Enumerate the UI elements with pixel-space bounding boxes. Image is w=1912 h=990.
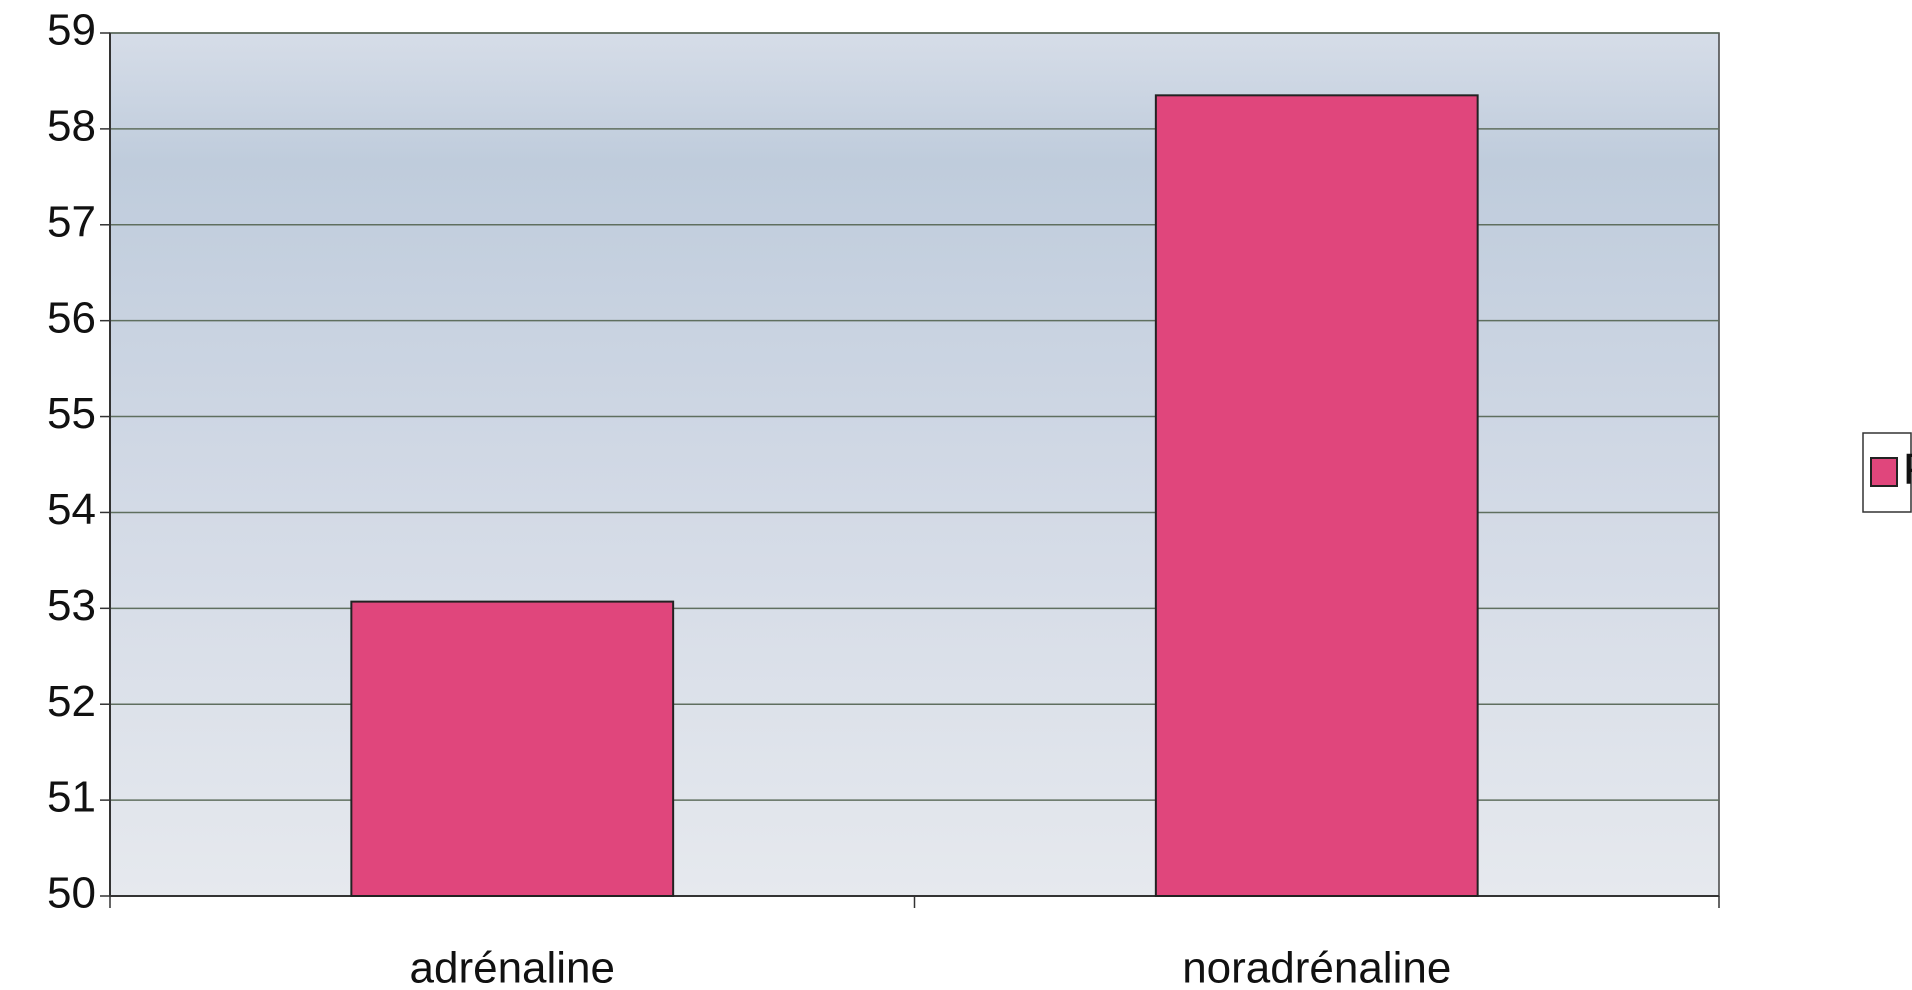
- legend-label: PAM: [1903, 445, 1912, 494]
- legend-swatch: [1870, 457, 1898, 487]
- y-tick-label: 56: [47, 293, 96, 342]
- y-tick-label: 52: [47, 677, 96, 726]
- y-tick-label: 58: [47, 102, 96, 151]
- y-tick-label: 59: [47, 6, 96, 55]
- y-tick-label: 55: [47, 389, 96, 438]
- y-tick-label: 53: [47, 581, 96, 630]
- bar: [1154, 94, 1479, 898]
- x-tick-label: noradrénaline: [1182, 944, 1451, 990]
- y-tick-label: 57: [47, 197, 96, 246]
- y-tick-label: 54: [47, 485, 96, 534]
- y-tick-label: 51: [47, 773, 96, 822]
- y-tick-label: 50: [47, 869, 96, 918]
- bar: [350, 600, 675, 897]
- x-tick-label: adrénaline: [410, 944, 616, 990]
